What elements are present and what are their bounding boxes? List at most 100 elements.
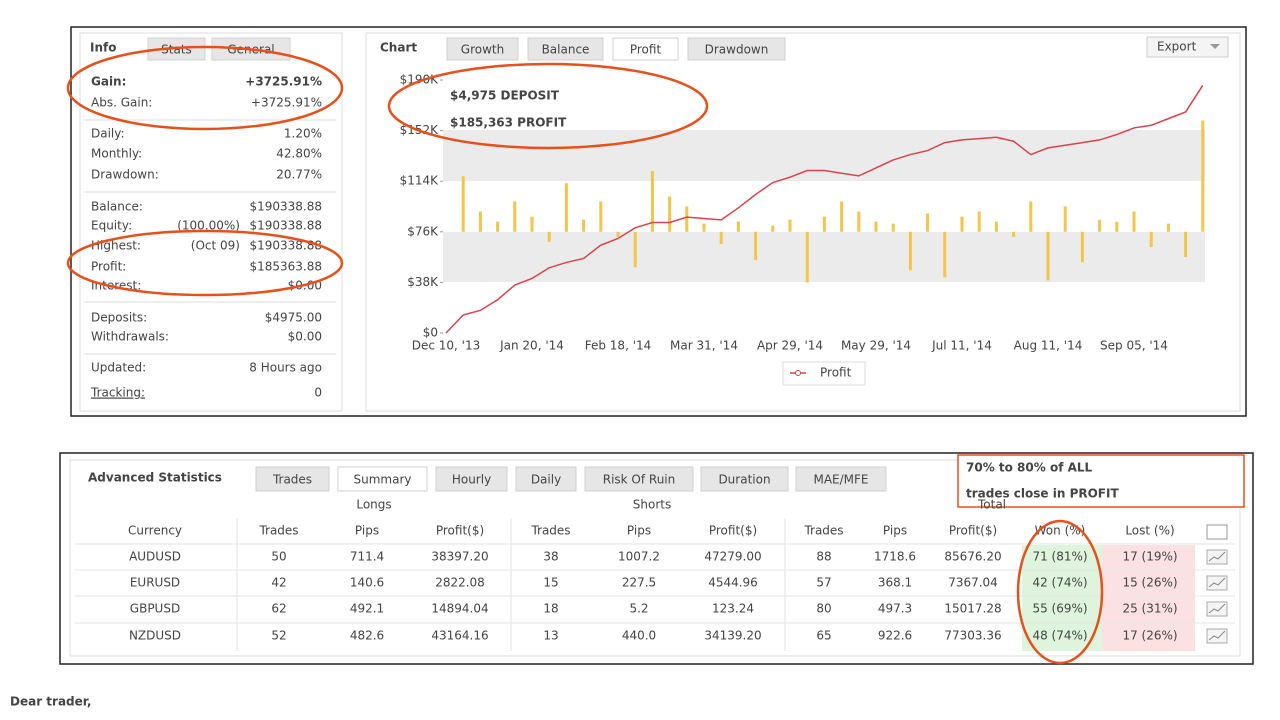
bar — [1201, 120, 1205, 232]
x-tick-label: Feb 18, '14 — [585, 339, 652, 353]
column-header: Trades — [530, 524, 570, 538]
row-chart-icon[interactable] — [1206, 628, 1228, 644]
info-label: Withdrawals: — [91, 330, 169, 344]
info-value: $4975.00 — [265, 311, 322, 325]
bar — [719, 231, 723, 244]
bar — [1184, 231, 1188, 258]
tab[interactable] — [700, 466, 789, 492]
info-label: Drawdown: — [91, 168, 159, 182]
tab[interactable] — [515, 466, 577, 492]
info-value: 0 — [314, 386, 322, 400]
legend-label: Profit — [820, 366, 852, 380]
cell: 440.0 — [622, 629, 656, 643]
info-value: +3725.91% — [245, 75, 322, 89]
bar — [685, 206, 689, 232]
x-tick-label: Mar 31, '14 — [670, 339, 738, 353]
chart-tab: Drawdown — [705, 43, 769, 57]
legend-marker — [795, 370, 801, 376]
bar — [822, 216, 826, 232]
tab[interactable] — [612, 37, 679, 61]
info-value: 1.20% — [284, 127, 322, 141]
y-tick-label: $0 — [423, 326, 438, 340]
annotation: 70% to 80% of ALL — [966, 461, 1093, 475]
cell: AUDUSD — [129, 550, 181, 564]
bar — [1115, 221, 1119, 232]
cell: 71 (81%) — [1032, 550, 1087, 564]
cell: 18 — [543, 602, 558, 616]
highlight-ellipse — [66, 45, 344, 131]
bar — [496, 221, 500, 232]
row-chart-icon-line — [1208, 551, 1226, 562]
row-chart-icon[interactable] — [1206, 549, 1228, 565]
info-value: 42.80% — [276, 147, 322, 161]
cell: 2822.08 — [435, 576, 485, 590]
bar — [977, 211, 981, 232]
cell: 34139.20 — [704, 629, 761, 643]
cell: 17 (19%) — [1122, 550, 1177, 564]
tab[interactable] — [435, 466, 508, 492]
plot-band — [443, 130, 1205, 181]
bar — [478, 211, 482, 232]
bar — [668, 196, 672, 232]
cell: NZDUSD — [129, 629, 181, 643]
info-panel — [79, 32, 343, 412]
cell: 14894.04 — [431, 602, 488, 616]
columns-icon[interactable] — [1206, 524, 1228, 540]
bar — [1098, 219, 1102, 232]
tab[interactable] — [584, 466, 694, 492]
info-value: $190338.88 — [249, 219, 322, 233]
cell: 43164.16 — [431, 629, 488, 643]
cell: 497.3 — [878, 602, 912, 616]
cell: 368.1 — [878, 576, 912, 590]
info-value: 20.77% — [276, 168, 322, 182]
cell: 80 — [816, 602, 831, 616]
column-header: Lost (%) — [1125, 524, 1174, 538]
lost-column-bg — [1102, 545, 1195, 651]
row-chart-icon[interactable] — [1206, 575, 1228, 591]
bar — [633, 231, 637, 268]
group-header: Longs — [356, 498, 391, 512]
highlight-ellipse — [1016, 519, 1104, 665]
cell: 88 — [816, 550, 831, 564]
tab[interactable] — [527, 37, 604, 61]
annotation: $4,975 DEPOSIT — [450, 89, 560, 103]
bar — [547, 231, 551, 242]
line — [445, 84, 1204, 334]
stats-title: Advanced Statistics — [88, 471, 222, 485]
cell: 42 (74%) — [1032, 576, 1087, 590]
bar — [582, 219, 586, 232]
annotation-box — [957, 454, 1245, 508]
row-chart-icon[interactable] — [1206, 601, 1228, 617]
cell: EURUSD — [130, 576, 180, 590]
bar — [702, 223, 706, 232]
column-header: Pips — [883, 524, 907, 538]
bar — [1063, 206, 1067, 232]
cell: 17 (26%) — [1122, 629, 1177, 643]
cell: 922.6 — [878, 629, 912, 643]
cell: 42 — [271, 576, 286, 590]
bar — [1012, 231, 1016, 237]
bar — [840, 201, 844, 232]
export-button[interactable] — [1146, 36, 1229, 58]
stats-tab: Duration — [718, 473, 770, 487]
info-value: $190338.88 — [249, 200, 322, 214]
tab[interactable] — [795, 466, 887, 492]
cell: 55 (69%) — [1032, 602, 1087, 616]
tab[interactable] — [255, 466, 330, 492]
annotation: trades close in PROFIT — [966, 487, 1119, 501]
bar — [530, 216, 534, 232]
bar — [461, 176, 465, 232]
tab[interactable] — [687, 37, 786, 61]
x-tick-label: Apr 29, '14 — [757, 339, 823, 353]
info-label: Balance: — [91, 200, 143, 214]
tab[interactable] — [446, 37, 519, 61]
legend-box — [782, 361, 866, 386]
chart-tab: Profit — [630, 43, 662, 57]
stats-tab: Summary — [354, 473, 412, 487]
tab[interactable] — [337, 466, 428, 492]
cell: 47279.00 — [704, 550, 761, 564]
info-label: Gain: — [91, 75, 126, 89]
y-tick-label: $190K — [400, 73, 440, 87]
info-note: (100.00%) — [177, 219, 240, 233]
